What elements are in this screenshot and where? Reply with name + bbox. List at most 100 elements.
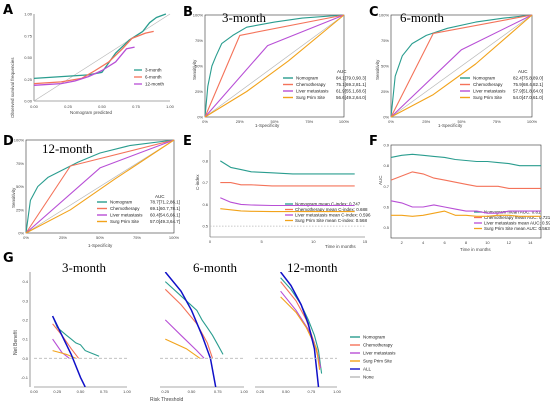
panel-e-legend-label: Surg Prim Site mean C-index: 0.568 xyxy=(295,218,368,223)
panel-g-xtick: 0.50 xyxy=(77,389,86,394)
panel-a-legend-label: 3-month xyxy=(145,68,162,73)
panel-c-legend-label: Nomogram xyxy=(473,76,496,81)
panel-b-legend-auc: 75.1[69.2,81.1] xyxy=(336,82,366,87)
panel-g-xlabel: Risk Threshold xyxy=(150,397,183,403)
panel-f-ylabel: AUC xyxy=(378,175,383,185)
panel-c-auc-header: AUC xyxy=(518,69,528,74)
panel-d-ylabel: Sensitivity xyxy=(11,187,16,208)
panel-g-curve xyxy=(165,338,201,359)
panel-e-xtick: 10 xyxy=(311,239,316,244)
panel-c-legend-auc: 57.9[51.8,64.0] xyxy=(513,89,543,94)
panel-b-roc-curve xyxy=(204,14,345,118)
panel-d-xtick: 50% xyxy=(96,235,104,240)
panel-c-ytick: 75% xyxy=(381,38,389,43)
panel-c-xtick: 0% xyxy=(388,119,394,124)
panel-c-xtick: 50% xyxy=(457,119,465,124)
panel-d-legend-auc: 60.4[54.6,66.1] xyxy=(150,213,180,218)
panel-g-legend-label: Nomogram xyxy=(363,335,386,340)
panel-g-ytick: 0.0 xyxy=(22,356,28,361)
panel-c-roc-curve xyxy=(390,14,533,118)
panel-d-diagonal xyxy=(25,139,175,234)
panel-g-curve xyxy=(164,319,205,359)
panel-g-subplot xyxy=(160,272,244,387)
panel-c-ylabel: Sensitivity xyxy=(375,59,380,80)
panel-f-xlabel: Time in months xyxy=(460,247,491,252)
panel-e-xtick: 15 xyxy=(363,239,368,244)
panel-b-legend-label: Surg Prim Site xyxy=(296,95,326,100)
panel-b-auc-header: AUC xyxy=(337,69,347,74)
panel-f-xtick: 2 xyxy=(401,240,404,245)
panel-b-title: 3-month xyxy=(222,10,267,25)
panel-a-legend-label: 6-month xyxy=(145,75,162,80)
panel-f-ytick: 0.8 xyxy=(383,163,389,168)
panel-e-legend-label: Nomogram mean C-index: 0.747 xyxy=(295,202,361,207)
panel-f-series-line xyxy=(391,210,541,217)
panel-label-d: D xyxy=(3,134,14,149)
panel-c-legend-auc: 75.9[68.4,82.1] xyxy=(513,82,543,87)
panel-f-legend-label: Surg Prim Site mean AUC: 0.563 xyxy=(484,226,550,231)
panel-e-ytick: 0.5 xyxy=(202,224,208,229)
panel-g-xtick: 0.50 xyxy=(282,389,291,394)
panel-b-legend-label: Liver metastasis xyxy=(296,89,329,94)
panel-b-ytick: 0% xyxy=(197,115,203,120)
panel-e-legend-label: Liver metastasis mean C-index: 0.596 xyxy=(295,213,371,218)
panel-g-ytick: 0.1 xyxy=(22,337,28,342)
panel-a-ytick: 0.75 xyxy=(24,33,33,38)
panel-c-ytick: 0% xyxy=(383,115,389,120)
panel-g-curve xyxy=(52,315,100,357)
panel-a-xtick: 0.25 xyxy=(64,104,73,109)
panel-f-frame xyxy=(390,144,542,239)
panel-label-f: F xyxy=(369,134,378,149)
panel-g-curve xyxy=(52,323,80,359)
panel-g-xtick: 0.75 xyxy=(307,389,316,394)
panel-d-roc-curve xyxy=(25,139,175,234)
panel-g-xtick: 0.25 xyxy=(53,389,62,394)
panel-b-legend-label: Chemotherapy xyxy=(296,82,326,87)
panel-d-ytick: 50% xyxy=(16,184,24,189)
panel-g-legend-label: Surg Prim Site xyxy=(363,359,393,364)
panel-g-ytick: 0.2 xyxy=(22,317,28,322)
panel-g-curve xyxy=(164,288,214,359)
panel-g-title-3m: 3-month xyxy=(62,260,107,275)
panel-e-series-line xyxy=(220,182,355,187)
panel-a-ytick: 1.00 xyxy=(24,12,33,17)
panel-d-roc-curve xyxy=(25,139,175,234)
panel-b-xlabel: 1-Specificity xyxy=(255,123,280,128)
panel-a-legend-label: 12-month xyxy=(145,82,165,87)
panel-f-ytick: 0.9 xyxy=(383,143,389,148)
panel-g-curve xyxy=(164,272,217,387)
panel-g-ytick: 0.4 xyxy=(22,279,28,284)
panel-c-roc-curve xyxy=(390,14,533,118)
panel-d-xtick: 75% xyxy=(133,235,141,240)
panel-f-xtick: 4 xyxy=(422,240,425,245)
panel-b-xtick: 50% xyxy=(270,119,278,124)
panel-label-c: C xyxy=(369,5,379,20)
panel-f-legend-label: Chemotherapy mean AUC: 0.721 xyxy=(484,215,550,220)
panel-b-xtick: 100% xyxy=(339,119,350,124)
panel-g-legend-label: ALL xyxy=(363,367,372,372)
panel-d-legend-label: Nomogram xyxy=(110,200,133,205)
panel-g-title-6m: 6-month xyxy=(193,260,238,275)
panel-f-xtick: 14 xyxy=(528,240,533,245)
panel-c-legend-auc: 54.0[47.0,61.0] xyxy=(513,95,543,100)
panel-e-xtick: 5 xyxy=(261,239,264,244)
panel-c-ytick: 50% xyxy=(381,64,389,69)
panel-f-legend-label: Liver metastasis mean AUC: 0.591 xyxy=(484,221,550,226)
panel-g-xtick: 1.00 xyxy=(123,389,132,394)
panel-e-ylabel: C-index xyxy=(195,174,200,190)
panel-g-xtick: 0.50 xyxy=(188,389,197,394)
panel-g-legend-label: None xyxy=(363,375,374,380)
panel-c-legend-label: Liver metastasis xyxy=(473,89,506,94)
panel-c-title: 6-month xyxy=(400,10,445,25)
panel-d-xtick: 25% xyxy=(59,235,67,240)
panel-e-xtick: 0 xyxy=(209,239,212,244)
panel-g-curve xyxy=(280,296,321,370)
panel-b-ytick: 50% xyxy=(195,64,203,69)
panel-d-xlabel: 1-Specificity xyxy=(88,243,113,248)
panel-c-roc-curve xyxy=(390,14,533,118)
panel-d-auc-header: AUC xyxy=(155,194,165,199)
panel-b-ylabel: Sensitivity xyxy=(192,59,197,80)
panel-a-xlabel: Nomogram predicted xyxy=(70,110,113,115)
panel-b-roc-curve xyxy=(204,14,345,118)
